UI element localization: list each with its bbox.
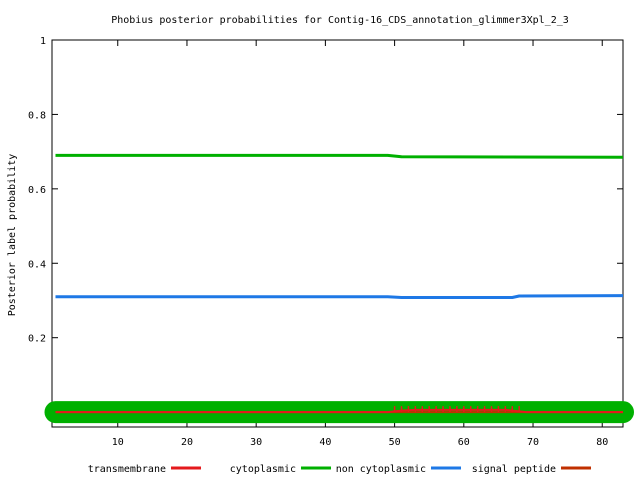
y-tick-label: 1 [40, 36, 46, 47]
x-tick-label: 10 [112, 437, 124, 448]
legend-label: cytoplasmic [230, 464, 296, 475]
x-tick-label: 50 [389, 437, 401, 448]
x-tick-label: 40 [319, 437, 331, 448]
y-axis-label: Posterior label probability [7, 154, 18, 317]
x-axis: 10 20 30 40 50 60 70 80 [112, 40, 608, 448]
y-tick-label: 0.2 [28, 334, 46, 345]
x-tick-label: 30 [250, 437, 262, 448]
y-tick-label: 0.8 [28, 110, 46, 121]
x-tick-label: 60 [458, 437, 470, 448]
legend-label: signal peptide [472, 464, 556, 475]
series-lines [44, 153, 634, 424]
legend-label: non cytoplasmic [336, 464, 426, 475]
legend: transmembrane cytoplasmic non cytoplasmic s… [88, 464, 591, 475]
x-tick-label: 70 [527, 437, 539, 448]
plot-area-frame [51, 39, 624, 428]
chart-title: Phobius posterior probabilities for Cont… [111, 15, 569, 26]
series-line-upper-green [55, 153, 624, 159]
x-tick-label: 80 [596, 437, 608, 448]
legend-label: transmembrane [88, 464, 166, 475]
series-line-non-cytoplasmic [55, 294, 624, 299]
y-tick-label: 0.6 [28, 185, 46, 196]
y-tick-label: 0.4 [28, 259, 46, 270]
y-axis: 0.2 0.4 0.6 0.8 1 [28, 36, 623, 345]
x-tick-label: 20 [181, 437, 193, 448]
